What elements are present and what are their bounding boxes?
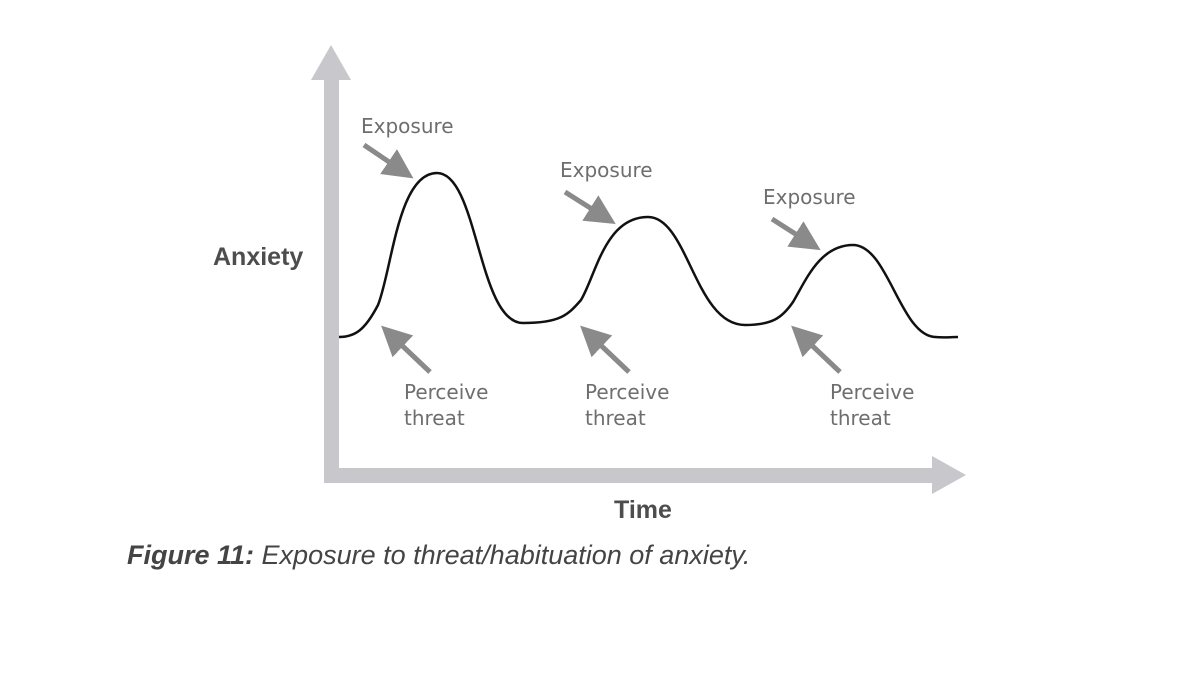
exposure-label-3: Exposure	[763, 185, 856, 209]
y-axis-line	[324, 78, 339, 483]
exposure-arrow-1	[362, 142, 414, 179]
threat-label-2-line2: threat	[585, 406, 646, 430]
threat-label-1-line2: threat	[404, 406, 465, 430]
x-axis-label: Time	[614, 496, 672, 524]
exposure-arrow-3	[770, 216, 821, 251]
threat-label-2: Perceive threat	[585, 380, 669, 430]
threat-arrows	[381, 325, 842, 374]
threat-arrow-1	[381, 325, 432, 374]
anxiety-curve	[338, 171, 959, 339]
exposure-label-2: Exposure	[560, 158, 653, 182]
figure-number: Figure 11:	[127, 540, 255, 570]
threat-label-2-line1: Perceive	[585, 380, 669, 404]
caption-text: Exposure to threat/habituation of anxiet…	[261, 540, 751, 570]
x-axis-line	[324, 468, 936, 483]
y-axis-label: Anxiety	[213, 243, 303, 271]
exposure-label-1: Exposure	[361, 114, 454, 138]
threat-label-3: Perceive threat	[830, 380, 914, 430]
threat-arrow-3	[791, 325, 842, 374]
threat-label-1-line1: Perceive	[404, 380, 488, 404]
threat-arrow-2	[580, 325, 631, 374]
figure-caption: Figure 11: Exposure to threat/habituatio…	[127, 540, 750, 571]
exposure-arrow-2	[563, 189, 616, 225]
threat-label-3-line1: Perceive	[830, 380, 914, 404]
threat-label-3-line2: threat	[830, 406, 891, 430]
y-axis-arrowhead	[311, 45, 351, 80]
axes	[311, 45, 966, 494]
x-axis-arrowhead	[932, 456, 966, 494]
exposure-arrows	[362, 142, 821, 251]
threat-label-1: Perceive threat	[404, 380, 488, 430]
